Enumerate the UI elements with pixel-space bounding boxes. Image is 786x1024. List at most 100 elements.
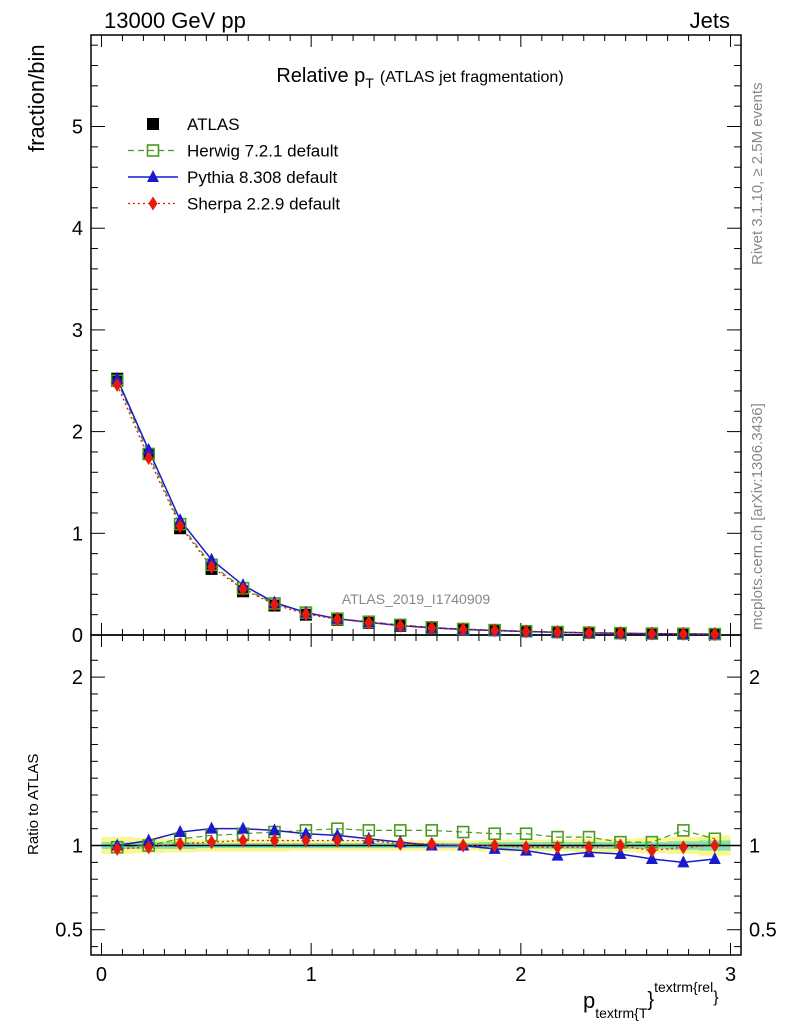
legend-label: Herwig 7.2.1 default [187, 142, 338, 161]
ratio-y-axis-label: Ratio to ATLAS [25, 754, 42, 855]
y-tick-label: 3 [72, 320, 83, 342]
legend: ATLAS Herwig 7.2.1 default Pythia 8.308 de… [128, 115, 340, 214]
ratio-series-line [117, 827, 715, 864]
rivet-label: Rivet 3.1.10, ≥ 2.5M events [749, 83, 766, 266]
ratio-data-point [425, 824, 439, 837]
chart-title-main: Relative p [276, 65, 365, 87]
ratio-data-point [584, 840, 594, 855]
legend-marker [147, 118, 159, 130]
data-point [111, 371, 124, 384]
chart-title-sub: T [365, 75, 374, 91]
data-point [615, 626, 625, 641]
legend-marker [147, 170, 159, 182]
ratio-data-point [175, 836, 185, 851]
ratio-data-point [332, 833, 342, 848]
ratio-data-point [395, 836, 405, 851]
data-point [144, 451, 154, 466]
data-point [364, 615, 374, 630]
ratio-data-point [519, 827, 533, 841]
x-axis-label: ptextrm{T}textrm{rel} [583, 979, 719, 1021]
y-tick-label: 0 [72, 625, 83, 647]
ratio-data-point [553, 840, 563, 855]
header-left-label: 13000 GeV pp [104, 8, 246, 33]
ratio-data-point [614, 846, 627, 859]
ratio-data-point [490, 838, 500, 853]
series-lines [116, 378, 715, 864]
ratio-data-point [678, 840, 688, 855]
x-tick-label: 0 [96, 964, 107, 986]
x-axis-label-sup: textrm{rel [654, 979, 713, 995]
x-axis-label-brace-sup: } [713, 989, 719, 1006]
x-tick-label: 2 [515, 964, 526, 986]
ratio-data-point [174, 825, 187, 838]
ratio-data-point [237, 821, 250, 834]
data-point [112, 377, 122, 392]
ratio-data-point [710, 838, 720, 853]
ratio-data-point [268, 823, 281, 836]
ratio-plot-frame [90, 634, 742, 956]
axis-ticks: 0 1 2 3 0 1 2 3 4 5 0.5 0.5 1 1 2 2 [55, 35, 777, 986]
ratio-data-point [299, 826, 312, 839]
series-markers [110, 371, 722, 868]
ratio-data-point [207, 835, 217, 850]
chart-title-suffix: (ATLAS jet fragmentation) [380, 69, 564, 86]
data-point [142, 442, 155, 455]
x-tick-label: 3 [725, 964, 736, 986]
ratio-y-tick-label: 0.5 [55, 920, 83, 942]
ratio-y-tick-label-right: 2 [749, 667, 760, 689]
data-point [553, 625, 563, 640]
data-point [269, 597, 279, 612]
data-point [427, 620, 437, 635]
ratio-data-point [615, 838, 625, 853]
legend-label: Sherpa 2.2.9 default [187, 195, 340, 214]
ratio-data-point [238, 833, 248, 848]
data-point [490, 623, 500, 638]
x-axis-label-main: p [583, 988, 595, 1013]
ratio-y-tick-label-right: 1 [749, 836, 760, 858]
ratio-data-point [647, 843, 657, 858]
ratio-data-point [269, 833, 279, 848]
ratio-y-tick-label: 1 [72, 836, 83, 858]
data-point [521, 624, 531, 639]
header-right-label: Jets [690, 8, 730, 33]
ratio-data-point [456, 825, 470, 839]
data-point [647, 626, 657, 641]
ratio-data-point [708, 852, 721, 864]
ratio-data-point [112, 841, 122, 856]
legend-marker [148, 196, 158, 211]
data-point [207, 559, 217, 574]
analysis-watermark: ATLAS_2019_I1740909 [342, 591, 491, 607]
ratio-data-point [142, 833, 155, 846]
ratio-data-point [364, 833, 374, 848]
ratio-data-point [677, 824, 690, 837]
ratio-data-point [645, 852, 658, 864]
ratio-data-point [144, 840, 154, 855]
ratio-data-point [551, 848, 564, 861]
legend-label: Pythia 8.308 default [187, 168, 338, 187]
y-tick-label: 2 [72, 422, 83, 444]
data-point [332, 612, 342, 627]
ratio-data-point [677, 855, 690, 868]
x-tick-label: 1 [306, 964, 317, 986]
data-point [458, 622, 468, 637]
y-tick-label: 4 [72, 218, 83, 240]
legend-label: ATLAS [187, 115, 240, 134]
y-tick-label: 5 [72, 117, 83, 139]
ratio-data-point [427, 836, 437, 851]
x-axis-label-brace: } [647, 989, 654, 1011]
y-axis-label: fraction/bin [24, 44, 49, 152]
data-point [395, 618, 405, 633]
legend-marker [146, 144, 160, 157]
data-point [174, 513, 187, 526]
data-point [238, 582, 248, 597]
ratio-y-tick-label: 2 [72, 667, 83, 689]
ratio-data-point [301, 833, 311, 848]
ratio-y-tick-label-right: 0.5 [749, 920, 777, 942]
chart-title: Relative pT (ATLAS jet fragmentation) [276, 65, 563, 91]
data-point [710, 627, 720, 642]
data-point [678, 626, 688, 641]
ratio-data-point [205, 821, 218, 834]
data-point [205, 552, 218, 565]
data-point [301, 607, 311, 622]
